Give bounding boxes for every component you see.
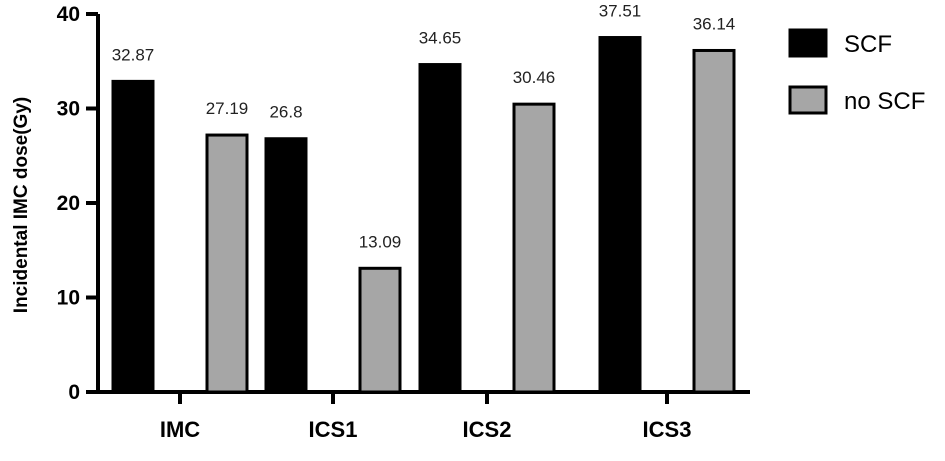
bar-scf-ics1	[264, 137, 308, 394]
legend-swatch-scf	[788, 28, 828, 58]
legend-label-scf: SCF	[844, 31, 892, 58]
y-axis-title: Incidental IMC dose(Gy)	[11, 97, 32, 313]
x-tick-label-ics1: ICS1	[309, 417, 358, 442]
y-tick-label: 30	[57, 98, 80, 121]
bar-scf-ics3	[598, 36, 642, 394]
data-labels-group: 32.87 27.19 26.8 13.09 34.65 30.46 37.51 36.14	[112, 2, 736, 252]
bar-no-scf-imc	[205, 133, 249, 394]
bar-scf-imc	[111, 79, 155, 394]
bar-no-scf-ics2	[512, 102, 556, 394]
y-tick-label: 10	[57, 287, 80, 310]
bar-no-scf-ics1	[358, 266, 402, 394]
legend-label-no-scf: no SCF	[844, 88, 925, 115]
bar-no-scf-ics3	[692, 48, 736, 394]
x-tick-label-imc: IMC	[160, 417, 200, 442]
y-axis: 0 10 20 30 40	[57, 3, 100, 404]
x-axis: IMC ICS1 ICS2 ICS3	[96, 390, 750, 442]
y-tick-label: 0	[68, 381, 80, 404]
data-label-scf-ics1: 26.8	[269, 103, 302, 122]
data-label-scf-ics3: 37.51	[599, 2, 642, 21]
data-label-no-scf-imc: 27.19	[206, 99, 249, 118]
legend: SCF no SCF	[788, 28, 925, 115]
data-label-no-scf-ics3: 36.14	[693, 14, 736, 33]
legend-swatch-no-scf	[788, 85, 828, 115]
bars-group	[111, 36, 736, 394]
y-tick-label: 20	[57, 192, 80, 215]
bar-scf-ics2	[418, 63, 462, 394]
data-label-scf-imc: 32.87	[112, 45, 155, 64]
y-tick-label: 40	[57, 3, 80, 26]
data-label-no-scf-ics1: 13.09	[359, 232, 402, 251]
data-label-scf-ics2: 34.65	[419, 29, 462, 48]
x-tick-label-ics2: ICS2	[463, 417, 512, 442]
data-label-no-scf-ics2: 30.46	[513, 68, 556, 87]
x-tick-label-ics3: ICS3	[643, 417, 692, 442]
